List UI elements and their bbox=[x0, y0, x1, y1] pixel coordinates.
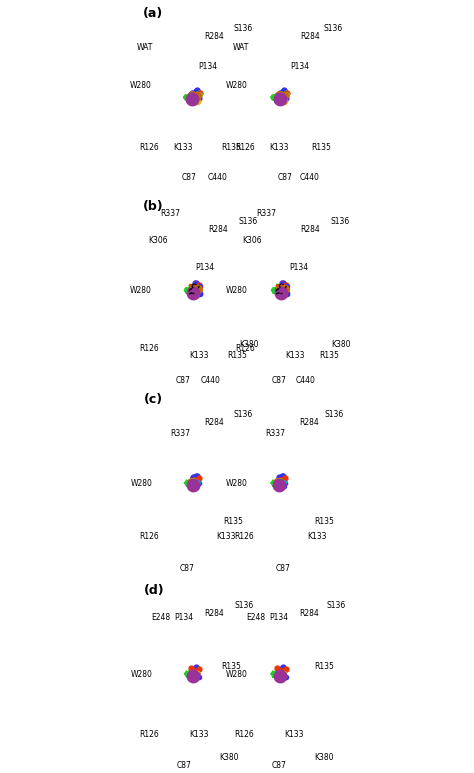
Text: K133: K133 bbox=[307, 532, 327, 541]
Text: S136: S136 bbox=[324, 410, 344, 419]
Text: WAT: WAT bbox=[137, 43, 153, 52]
Text: E248: E248 bbox=[151, 612, 171, 621]
Text: R135: R135 bbox=[221, 662, 241, 671]
Text: (b): (b) bbox=[143, 200, 164, 213]
Text: K380: K380 bbox=[331, 340, 350, 349]
Text: R126: R126 bbox=[140, 532, 159, 541]
Text: R126: R126 bbox=[235, 344, 255, 352]
Text: S136: S136 bbox=[326, 601, 346, 610]
Text: (a): (a) bbox=[143, 7, 163, 20]
Text: R284: R284 bbox=[300, 32, 320, 40]
Text: C87: C87 bbox=[180, 564, 195, 574]
Text: R135: R135 bbox=[319, 351, 339, 360]
Text: C87: C87 bbox=[277, 173, 292, 182]
Text: C87: C87 bbox=[176, 376, 191, 385]
Text: P134: P134 bbox=[269, 612, 288, 621]
Text: K133: K133 bbox=[189, 351, 209, 360]
Text: K133: K133 bbox=[173, 143, 193, 152]
Text: W280: W280 bbox=[131, 478, 153, 488]
Text: R126: R126 bbox=[235, 730, 255, 740]
Text: R126: R126 bbox=[140, 730, 159, 740]
Text: R284: R284 bbox=[204, 417, 224, 427]
Polygon shape bbox=[192, 93, 195, 95]
Text: P134: P134 bbox=[289, 263, 308, 272]
Text: R126: R126 bbox=[139, 143, 159, 152]
Text: WAT: WAT bbox=[233, 43, 249, 52]
Text: P134: P134 bbox=[195, 263, 214, 272]
Text: W280: W280 bbox=[226, 669, 248, 679]
Text: W280: W280 bbox=[131, 669, 153, 679]
Text: P134: P134 bbox=[199, 62, 218, 71]
Text: R337: R337 bbox=[170, 429, 190, 438]
Text: W280: W280 bbox=[130, 81, 152, 90]
Text: R337: R337 bbox=[256, 209, 276, 219]
Text: S136: S136 bbox=[239, 217, 258, 226]
Text: C87: C87 bbox=[176, 761, 191, 770]
Polygon shape bbox=[280, 93, 288, 97]
Text: K306: K306 bbox=[148, 237, 168, 245]
Text: K306: K306 bbox=[243, 237, 262, 245]
Polygon shape bbox=[192, 93, 201, 97]
Text: R284: R284 bbox=[300, 608, 319, 618]
Text: S136: S136 bbox=[323, 24, 343, 33]
Text: R126: R126 bbox=[139, 344, 159, 352]
Text: K133: K133 bbox=[284, 730, 304, 740]
Text: K380: K380 bbox=[315, 753, 334, 762]
Text: K133: K133 bbox=[216, 532, 235, 541]
Text: C440: C440 bbox=[200, 376, 220, 385]
Text: E248: E248 bbox=[246, 612, 265, 621]
Text: R284: R284 bbox=[208, 225, 228, 233]
Text: P134: P134 bbox=[174, 612, 193, 621]
Text: C87: C87 bbox=[182, 173, 197, 182]
Text: R284: R284 bbox=[300, 225, 320, 233]
Text: K133: K133 bbox=[269, 143, 289, 152]
Text: R135: R135 bbox=[221, 143, 241, 152]
Text: R126: R126 bbox=[235, 143, 255, 152]
Text: C87: C87 bbox=[272, 761, 286, 770]
Text: K380: K380 bbox=[239, 340, 258, 349]
Text: W280: W280 bbox=[130, 286, 152, 295]
Text: W280: W280 bbox=[226, 81, 248, 90]
Text: R337: R337 bbox=[160, 209, 180, 219]
Polygon shape bbox=[279, 93, 282, 95]
Text: R135: R135 bbox=[315, 516, 335, 526]
Text: W280: W280 bbox=[226, 286, 248, 295]
Text: K380: K380 bbox=[219, 753, 239, 762]
Text: W280: W280 bbox=[226, 478, 248, 488]
Text: R337: R337 bbox=[265, 429, 285, 438]
Text: S136: S136 bbox=[233, 410, 252, 419]
Text: (c): (c) bbox=[144, 393, 163, 407]
Text: C440: C440 bbox=[208, 173, 228, 182]
Text: R284: R284 bbox=[204, 32, 224, 40]
Text: S136: S136 bbox=[331, 217, 350, 226]
Text: C87: C87 bbox=[272, 376, 287, 385]
Text: P134: P134 bbox=[291, 62, 310, 71]
Text: R135: R135 bbox=[311, 143, 331, 152]
Text: C440: C440 bbox=[300, 173, 320, 182]
Text: C87: C87 bbox=[275, 564, 290, 574]
Text: R126: R126 bbox=[235, 532, 255, 541]
Text: K133: K133 bbox=[189, 730, 209, 740]
Text: C440: C440 bbox=[296, 376, 316, 385]
Text: S136: S136 bbox=[235, 601, 254, 610]
Text: R284: R284 bbox=[204, 608, 224, 618]
Text: R284: R284 bbox=[300, 417, 319, 427]
Text: S136: S136 bbox=[233, 24, 252, 33]
Text: (d): (d) bbox=[144, 584, 164, 598]
Text: R135: R135 bbox=[315, 662, 335, 671]
Text: R135: R135 bbox=[223, 516, 243, 526]
Text: K133: K133 bbox=[285, 351, 304, 360]
Text: R135: R135 bbox=[227, 351, 247, 360]
